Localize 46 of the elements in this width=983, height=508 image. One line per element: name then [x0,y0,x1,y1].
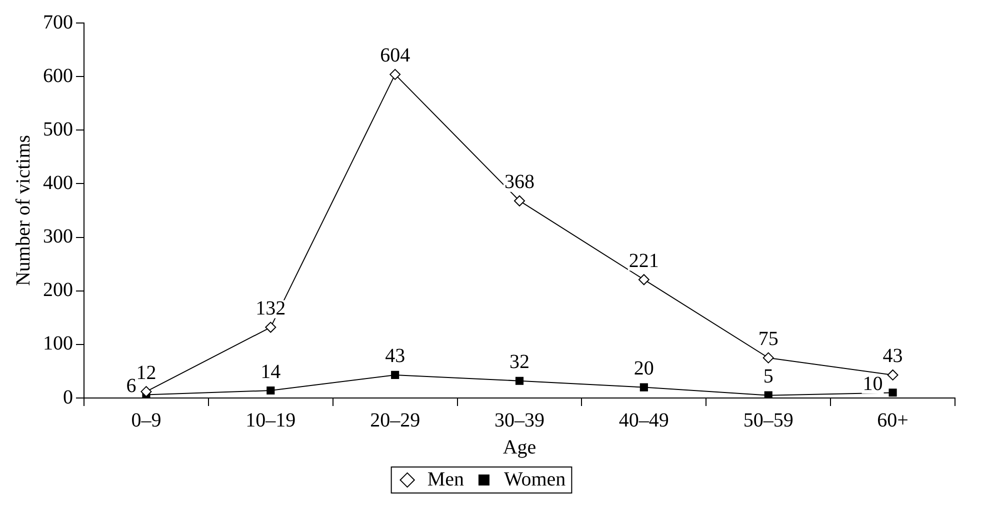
y-tick-label: 300 [43,226,73,248]
x-axis-title: Age [502,436,536,458]
y-tick-label: 200 [43,279,73,302]
point [888,388,897,397]
data-label: 14 [260,360,281,383]
y-tick-label: 500 [43,118,73,140]
point [391,370,400,379]
legend-label: Men [427,468,464,490]
point [140,386,152,398]
point [515,376,524,385]
data-label: 368 [504,171,534,194]
point [762,352,774,364]
data-label: 32 [510,351,530,374]
x-tick-label: 40–49 [618,409,669,432]
point [638,274,650,286]
data-label: 43 [882,345,903,368]
x-tick-label: 60+ [877,409,908,432]
y-axis-title: Number of victims [12,134,34,286]
point [265,322,276,333]
data-label: 12 [136,362,156,384]
data-label: 604 [380,44,410,67]
data-label: 221 [628,250,659,272]
y-tick-label: 600 [43,64,73,87]
data-label: 43 [385,345,406,368]
x-tick-label: 10–19 [246,409,296,432]
point [640,383,648,392]
point [887,369,898,380]
data-label: 6 [126,375,136,398]
y-tick-label: 0 [63,386,73,408]
x-tick-label: 50–59 [743,409,794,432]
y-tick-label: 100 [43,332,73,355]
x-tick-label: 20–29 [370,409,420,432]
point [266,386,275,395]
x-tick-label: 30–39 [494,409,544,432]
data-label: 75 [758,328,778,350]
y-tick-label: 400 [43,172,73,194]
legend-label: Women [504,468,566,490]
x-tick-label: 0–9 [131,409,162,432]
point [764,391,772,398]
data-label: 5 [763,366,774,388]
data-label: 132 [256,298,286,320]
data-label: 10 [862,372,883,395]
data-label: 20 [634,358,654,380]
point [514,195,525,206]
y-tick-label: 700 [43,11,73,34]
point [390,68,401,80]
